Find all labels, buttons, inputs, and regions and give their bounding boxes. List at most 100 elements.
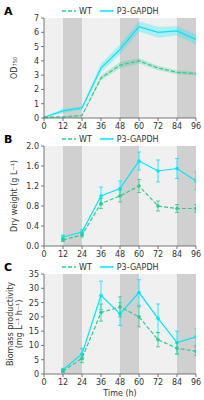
x-tick bbox=[177, 118, 178, 121]
error-bar bbox=[137, 152, 141, 170]
error-bar bbox=[137, 307, 141, 327]
error-bar-cap bbox=[118, 190, 122, 191]
error-bar-cap bbox=[194, 345, 196, 346]
legend-label: WT bbox=[79, 135, 92, 144]
y-tick bbox=[41, 32, 44, 33]
error-bar bbox=[194, 347, 196, 356]
night-band bbox=[120, 146, 139, 246]
x-tick bbox=[139, 374, 140, 377]
x-tick-label: 12 bbox=[58, 378, 68, 387]
error-bar-cap bbox=[137, 192, 141, 193]
error-bar bbox=[156, 304, 160, 333]
error-bar-cap bbox=[137, 170, 141, 171]
y-tick bbox=[41, 46, 44, 47]
panel: 0510152025303501224364860728496Biomass p… bbox=[4, 261, 201, 398]
error-bar-cap bbox=[137, 179, 141, 180]
error-bar-cap bbox=[137, 279, 141, 280]
error-bar-cap bbox=[156, 160, 160, 161]
point bbox=[61, 369, 65, 373]
series-line bbox=[63, 307, 196, 371]
error-bar-cap bbox=[118, 181, 122, 182]
error-bar bbox=[118, 190, 122, 202]
panel: 0.00.40.81.21.62.001224364860728496Dry w… bbox=[4, 133, 201, 259]
y-tick-label: 10 bbox=[29, 341, 39, 350]
error-bar bbox=[175, 331, 179, 354]
panel: 0123456701224364860728496OD₇₅₀AWTP3-GAPD… bbox=[4, 5, 201, 131]
error-bar bbox=[99, 187, 103, 205]
x-tick-label: 48 bbox=[115, 250, 125, 259]
y-tick-label: 25 bbox=[29, 299, 39, 308]
y-tick bbox=[41, 118, 44, 119]
error-bar-cap bbox=[156, 304, 160, 305]
legend-label: WT bbox=[79, 7, 92, 16]
error-bar-cap bbox=[156, 346, 160, 347]
x-tick bbox=[120, 246, 121, 249]
y-tick-label: 15 bbox=[29, 327, 39, 336]
x-tick-label: 24 bbox=[77, 378, 87, 387]
error-bar bbox=[156, 333, 160, 347]
legend-swatch bbox=[100, 10, 114, 12]
legend-label: P3-GAPDH bbox=[117, 7, 159, 16]
error-bar-cap bbox=[175, 204, 179, 205]
series bbox=[44, 58, 196, 117]
error-bar bbox=[99, 199, 103, 209]
error-bar-cap bbox=[99, 208, 103, 209]
error-bar-cap bbox=[99, 198, 103, 199]
point bbox=[156, 338, 160, 342]
point bbox=[156, 204, 160, 208]
error-bar-cap bbox=[175, 354, 179, 355]
y-tick bbox=[41, 359, 44, 360]
y-axis-label: Dry weight (g L⁻¹) bbox=[10, 160, 19, 232]
x-tick-label: 0 bbox=[41, 378, 46, 387]
y-axis-line bbox=[44, 18, 45, 118]
x-tick-label: 60 bbox=[134, 122, 144, 131]
point bbox=[194, 335, 196, 339]
point bbox=[194, 179, 196, 183]
point bbox=[175, 346, 179, 350]
x-tick bbox=[158, 118, 159, 121]
y-tick bbox=[41, 146, 44, 147]
error-bar-cap bbox=[137, 326, 141, 327]
x-tick bbox=[139, 118, 140, 121]
x-tick-label: 48 bbox=[115, 378, 125, 387]
plot-area bbox=[44, 274, 196, 374]
point bbox=[137, 159, 141, 163]
error-bar-cap bbox=[175, 342, 179, 343]
legend-label: P3-GAPDH bbox=[117, 135, 159, 144]
x-tick-label: 72 bbox=[153, 122, 163, 131]
error-bar-cap bbox=[156, 201, 160, 202]
error-bar bbox=[61, 239, 65, 242]
legend: WT P3-GAPDH bbox=[62, 7, 159, 16]
error-bar-cap bbox=[175, 212, 179, 213]
x-tick bbox=[120, 374, 121, 377]
series-line bbox=[44, 61, 196, 117]
y-tick bbox=[41, 60, 44, 61]
point bbox=[80, 233, 84, 237]
x-tick bbox=[63, 246, 64, 249]
y-tick bbox=[41, 206, 44, 207]
x-tick bbox=[82, 118, 83, 121]
error-bar-cap bbox=[194, 346, 196, 347]
legend: WT P3-GAPDH bbox=[62, 135, 159, 144]
y-tick bbox=[41, 103, 44, 104]
legend: WTP3-GAPDH bbox=[62, 263, 159, 272]
error-band bbox=[44, 22, 196, 118]
error-bar bbox=[137, 280, 141, 306]
plot-area bbox=[44, 18, 196, 118]
panel-title: C bbox=[4, 261, 12, 274]
panel-title: A bbox=[4, 5, 13, 18]
error-bar bbox=[137, 180, 141, 193]
y-tick-label: 6 bbox=[34, 28, 39, 37]
plot-area bbox=[44, 146, 196, 246]
series bbox=[61, 180, 196, 242]
y-axis-label: Biomass productivity(mg L⁻¹ h⁻¹) bbox=[6, 282, 24, 366]
legend-swatch bbox=[100, 266, 114, 268]
night-band bbox=[120, 274, 139, 374]
x-tick-label: 48 bbox=[115, 122, 125, 131]
day-band bbox=[82, 146, 120, 246]
point bbox=[118, 187, 122, 191]
y-tick bbox=[41, 331, 44, 332]
x-tick-label: 24 bbox=[77, 250, 87, 259]
day-band bbox=[139, 146, 177, 246]
y-tick-label: 1 bbox=[34, 100, 39, 109]
